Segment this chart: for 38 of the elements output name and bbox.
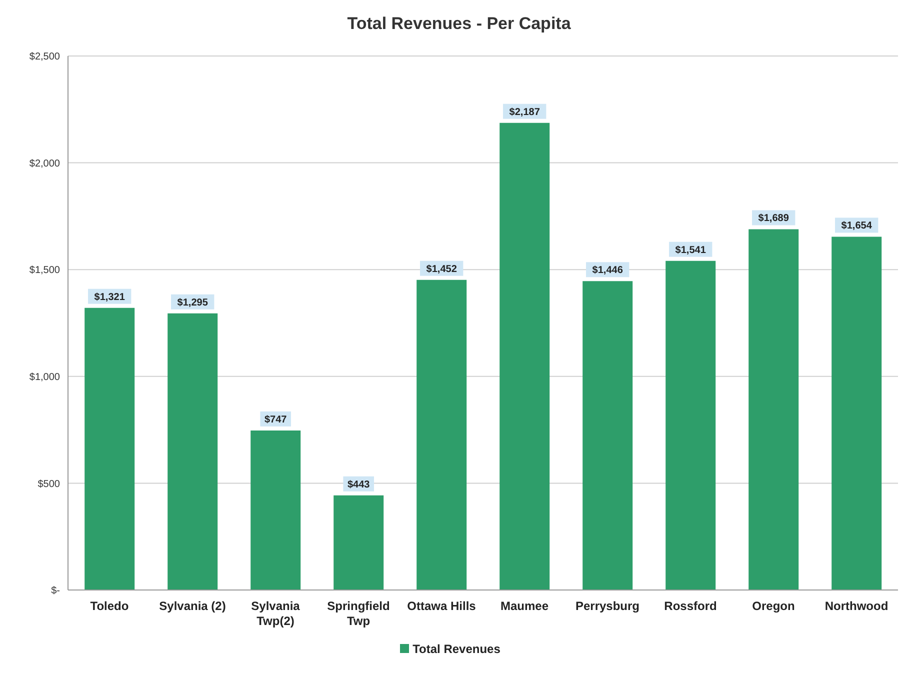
data-label: $1,295 [177,297,208,308]
x-tick-label: Northwood [824,599,888,613]
chart-title: Total Revenues - Per Capita [346,13,572,35]
y-tick-label: $2,500 [29,52,60,63]
bar [832,236,882,590]
data-label: $1,689 [758,213,790,224]
x-tick-label: Maumee [500,599,549,613]
x-tick-label: Springfield Twp [327,599,390,628]
x-tick-label: Toledo [90,599,129,613]
y-tick-label: $1,000 [29,372,60,383]
data-label: $2,187 [509,106,540,118]
data-label: $1,452 [426,264,458,275]
bar [500,122,550,590]
y-tick-label: $1,500 [29,265,60,276]
data-label: $747 [264,414,288,426]
x-tick-label: Oregon [752,599,795,613]
bar [748,229,799,590]
x-tick-label: Sylvania Twp(2) [251,599,300,628]
data-label: $443 [347,479,370,490]
data-label: $1,321 [94,292,126,303]
bar [334,495,384,590]
bar [250,430,301,590]
y-tick-label: $500 [38,478,60,490]
data-label: $1,446 [592,265,624,276]
legend-label: Total Revenues [412,642,500,656]
data-label: $1,541 [675,244,706,256]
bar [84,308,135,590]
x-tick-label: Sylvania (2) [159,599,226,613]
y-tick-label: $2,000 [29,158,60,170]
x-tick-label: Perrysburg [575,599,640,613]
data-label: $1,654 [841,220,872,232]
x-tick-label: Rossford [664,599,717,613]
bar [582,281,633,590]
bar [168,313,218,590]
bar [416,280,467,590]
bar [666,260,716,590]
x-tick-label: Ottawa Hills [407,599,476,613]
y-tick-label: $- [51,586,60,597]
